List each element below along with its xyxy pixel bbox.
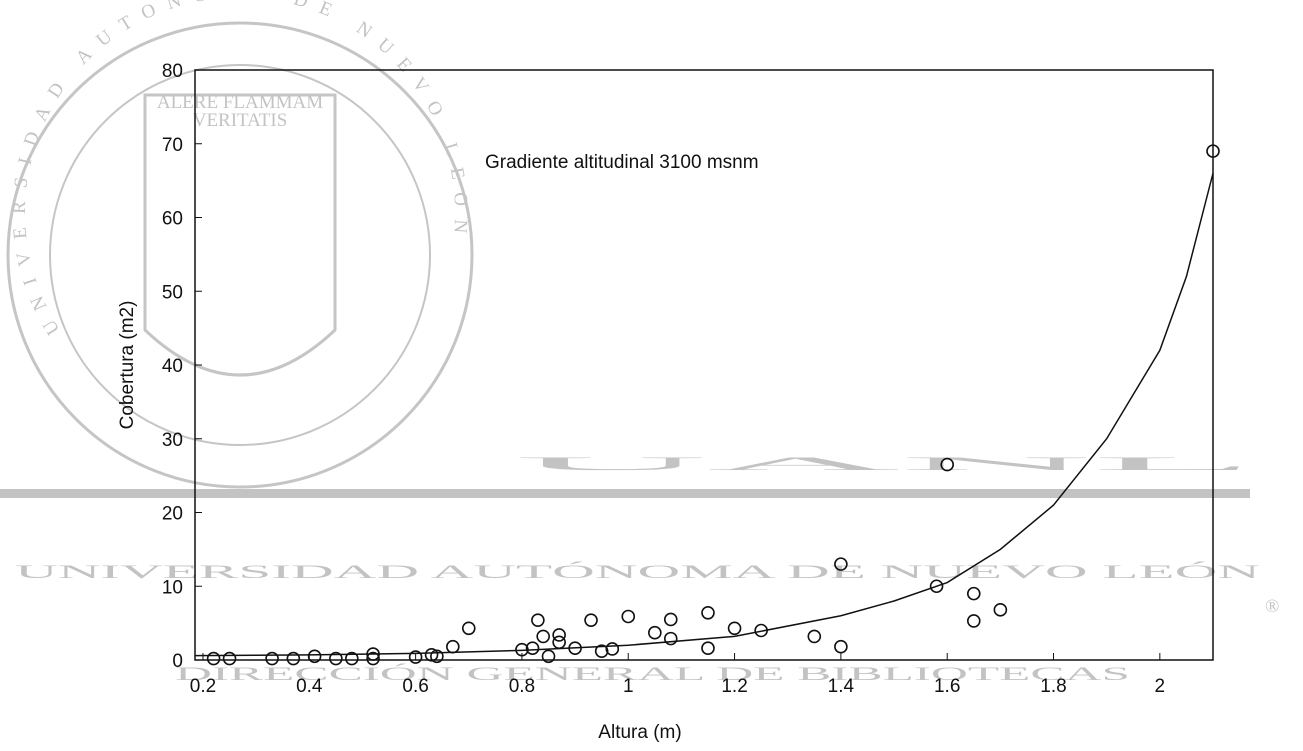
- point: [329, 651, 343, 666]
- y-tick-label: 60: [162, 209, 183, 230]
- point: [408, 650, 423, 664]
- point: [929, 579, 944, 594]
- point: [834, 557, 848, 571]
- point: [424, 648, 439, 662]
- registered-mark: ®: [1265, 596, 1279, 617]
- point: [345, 651, 359, 666]
- x-tick-label: 1: [623, 676, 634, 697]
- point: [430, 649, 444, 664]
- point: [568, 641, 582, 656]
- y-tick-label: 10: [162, 577, 183, 598]
- watermark-bar: [0, 489, 1250, 498]
- point: [663, 631, 678, 646]
- x-tick-label: 0.8: [509, 676, 535, 697]
- point: [940, 457, 955, 472]
- point: [222, 651, 237, 666]
- point: [525, 641, 540, 656]
- point: [621, 609, 636, 624]
- point: [993, 603, 1008, 617]
- x-tick-label: 0.2: [190, 676, 216, 697]
- seal-shield: [143, 93, 337, 377]
- point: [515, 642, 529, 657]
- point: [966, 614, 981, 628]
- seal-motto: VERITATIS: [193, 110, 288, 131]
- point: [206, 651, 221, 666]
- x-axis-label: Altura (m): [598, 722, 681, 743]
- university-text: UNIVERSIDAD AUTÓNOMA DE NUEVO LEÓN: [15, 561, 1261, 583]
- x-tick-label: 1.8: [1040, 676, 1066, 697]
- point: [552, 635, 566, 650]
- seal-ring-text: UNIVERSIDAD AUTONOMA DE NUEVO LEON: [9, 0, 471, 338]
- fit-curve: [194, 173, 1214, 657]
- point: [594, 644, 609, 658]
- point: [461, 621, 476, 636]
- x-tick-label: 1.4: [828, 676, 855, 697]
- seal-motto: ALERE FLAMMAM: [157, 92, 323, 113]
- point: [754, 623, 768, 638]
- watermark: UNIVERSIDAD AUTONOMA DE NUEVO LEON ALERE…: [0, 0, 1279, 685]
- point: [701, 605, 715, 620]
- point: [663, 612, 678, 627]
- point: [807, 629, 822, 644]
- point: [584, 613, 598, 627]
- point: [701, 641, 715, 656]
- point: [966, 586, 981, 601]
- seal-ring-path: UNIVERSIDAD AUTONOMA DE NUEVO LEON: [9, 0, 471, 338]
- point: [834, 639, 848, 654]
- point: [446, 639, 460, 654]
- point: [536, 629, 550, 644]
- point: [552, 628, 566, 642]
- y-tick-label: 80: [162, 61, 183, 82]
- point: [307, 649, 322, 664]
- x-tick-label: 0.4: [296, 676, 323, 697]
- y-tick-label: 30: [162, 430, 183, 451]
- x-tick-label: 1.2: [721, 676, 747, 697]
- point: [1206, 144, 1220, 158]
- logo-text: UANL: [515, 454, 1255, 475]
- annotation: Gradiente altitudinal 3100 msnm: [485, 152, 759, 173]
- point: [648, 625, 662, 640]
- y-tick-label: 70: [162, 135, 183, 156]
- point: [265, 651, 279, 666]
- y-tick-label: 40: [162, 356, 183, 377]
- seal-inner: [49, 64, 431, 446]
- library-text: DIRECCIÓN GENERAL DE BIBLIOTECAS: [175, 663, 1130, 685]
- y-axis-label: Cobertura (m2): [117, 301, 138, 430]
- y-tick-label: 50: [162, 282, 183, 303]
- x-tick-label: 1.6: [934, 676, 960, 697]
- y-tick-label: 0: [172, 651, 183, 672]
- point: [531, 613, 545, 627]
- point: [366, 647, 380, 661]
- seal-outline: [6, 21, 474, 489]
- point: [727, 621, 742, 636]
- y-tick-label: 20: [162, 504, 183, 525]
- x-tick-label: 0.6: [402, 676, 428, 697]
- point: [605, 642, 620, 656]
- point: [366, 651, 380, 666]
- point: [541, 649, 556, 664]
- x-tick-label: 2: [1155, 676, 1166, 697]
- point: [286, 651, 301, 666]
